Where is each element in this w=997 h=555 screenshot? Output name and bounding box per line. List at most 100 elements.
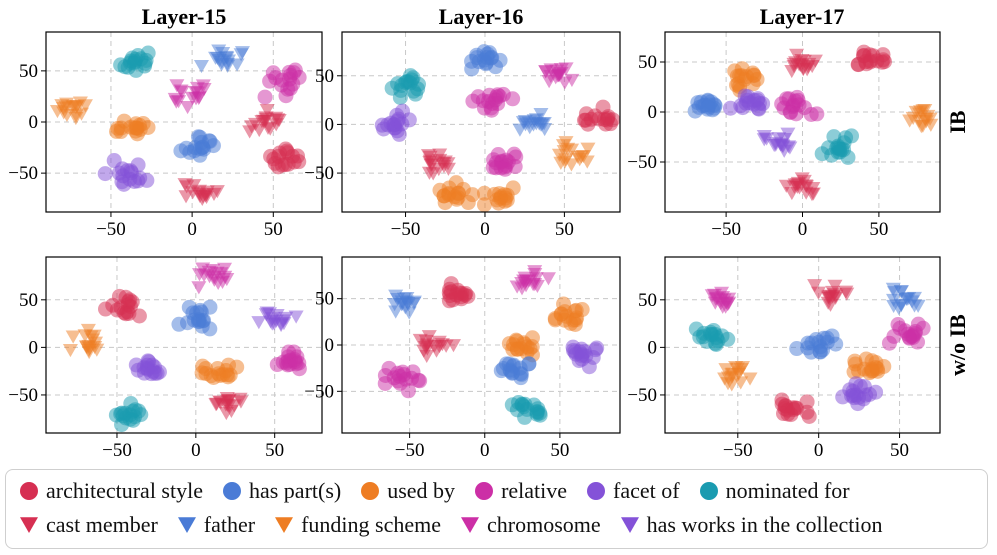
data-point: [777, 398, 793, 414]
data-point: [742, 372, 758, 386]
data-point: [109, 302, 125, 318]
cluster-chromosome: [509, 265, 556, 296]
legend-marker-triangle: [177, 517, 196, 533]
y-tick-label: −50: [304, 381, 334, 402]
data-point: [718, 363, 734, 377]
cluster-architectural-style: [263, 141, 307, 175]
y-tick-label: 50: [315, 289, 334, 310]
data-point: [807, 279, 823, 293]
data-point: [191, 91, 207, 106]
data-point: [799, 394, 815, 410]
data-point: [257, 114, 273, 129]
cluster-funding-scheme: [717, 361, 758, 392]
data-point: [215, 275, 231, 290]
scatter-panel: −50 0 50 −50 0 50: [627, 256, 941, 461]
legend: architectural style has part(s) used by …: [5, 469, 988, 549]
data-point: [512, 360, 528, 376]
data-point: [738, 69, 754, 85]
data-point: [431, 340, 447, 354]
data-point: [825, 285, 841, 299]
data-point: [775, 139, 791, 153]
legend-marker-circle: [699, 482, 718, 500]
data-point: [893, 285, 909, 299]
cluster-funding-scheme: [551, 136, 596, 172]
data-point: [169, 79, 185, 93]
cluster-architectural-style: [850, 44, 893, 73]
data-point: [388, 305, 404, 319]
legend-marker-circle: [361, 482, 380, 500]
data-point: [862, 386, 878, 402]
data-point: [479, 49, 495, 65]
y-tick-label: 50: [19, 290, 38, 311]
data-point: [529, 279, 545, 293]
cluster-cast-member: [778, 172, 821, 202]
data-point: [62, 343, 78, 358]
data-point: [432, 148, 448, 162]
axes-frame: [45, 31, 323, 213]
cluster-has-part-s-: [687, 92, 723, 119]
data-point: [483, 100, 499, 116]
data-point: [234, 46, 250, 60]
cluster-facet-of: [128, 353, 167, 382]
legend-item-used-by: used by: [359, 478, 455, 504]
data-point: [814, 146, 830, 162]
data-point: [425, 167, 441, 181]
data-point: [232, 392, 248, 406]
legend-marker: [699, 482, 718, 500]
data-point: [864, 361, 880, 377]
cluster-used-by: [109, 113, 156, 142]
data-point: [774, 96, 790, 112]
data-point: [886, 299, 902, 314]
x-tick-label: −50: [711, 219, 741, 240]
data-point: [219, 398, 235, 412]
data-point: [271, 113, 287, 128]
cluster-cast-member: [177, 178, 225, 206]
data-point: [537, 123, 553, 137]
data-point: [550, 69, 566, 83]
data-point: [839, 287, 855, 301]
y-tick-label: 0: [648, 337, 658, 358]
data-point: [198, 361, 214, 377]
cluster-has-part-s-: [173, 129, 221, 163]
data-point: [59, 97, 75, 111]
data-point: [902, 114, 918, 128]
data-point: [556, 296, 572, 312]
data-point: [579, 155, 595, 169]
data-point: [192, 302, 208, 318]
data-point: [804, 60, 820, 74]
y-tick-label: 0: [325, 114, 335, 135]
data-point: [418, 340, 434, 355]
y-tick-label: 0: [29, 112, 39, 133]
data-point: [199, 185, 215, 199]
data-point: [795, 63, 811, 77]
x-tick-label: 0: [798, 219, 808, 240]
x-tick-label: 50: [555, 219, 574, 240]
cluster-has-part-s-: [493, 356, 537, 386]
data-point: [192, 268, 208, 282]
cluster-has-part-s-: [171, 299, 218, 337]
data-point: [211, 44, 227, 58]
column-title: Layer-16: [439, 4, 524, 29]
data-point: [528, 113, 544, 127]
data-point: [756, 129, 772, 144]
x-tick-label: −50: [395, 440, 425, 461]
cluster-architectural-style: [97, 288, 147, 324]
data-point: [285, 76, 301, 92]
data-point: [257, 89, 273, 105]
data-point: [820, 296, 836, 310]
legend-marker: [361, 482, 380, 500]
x-tick-label: 0: [814, 440, 824, 461]
legend-marker: [177, 517, 196, 533]
data-point: [441, 185, 457, 201]
cluster-facet-of: [97, 153, 155, 192]
legend-marker: [461, 517, 479, 533]
data-point: [190, 314, 206, 330]
cluster-chromosome: [191, 262, 235, 295]
y-tick-label: 0: [325, 335, 335, 356]
data-point: [819, 330, 835, 346]
data-point: [490, 146, 506, 162]
data-point: [790, 176, 806, 190]
data-point: [834, 142, 850, 158]
data-point: [589, 340, 605, 356]
